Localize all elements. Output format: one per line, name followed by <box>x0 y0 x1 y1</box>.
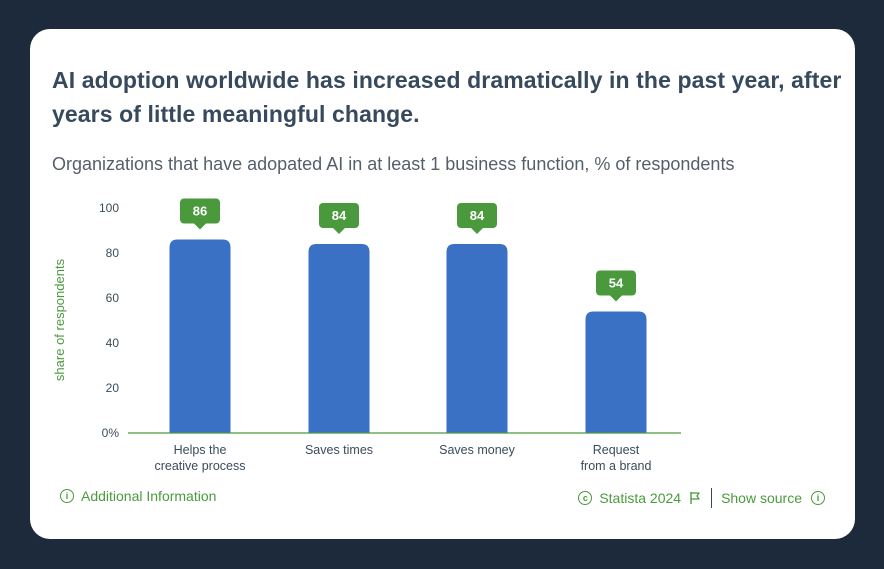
bar-chart: share of respondents 0% 20 40 60 80 100 86 Helps… <box>52 198 681 473</box>
footer-source-bar: c Statista 2024 Show source i <box>578 488 825 508</box>
y-tick-label: 80 <box>106 246 120 260</box>
x-tick-label: Saves money <box>439 443 515 457</box>
x-tick-label: Saves times <box>305 443 373 457</box>
data-label: 84 <box>470 208 485 223</box>
copyright-icon: c <box>578 491 593 505</box>
bar <box>446 244 508 433</box>
info-icon: i <box>811 491 825 505</box>
info-icon: i <box>60 489 74 503</box>
x-tick-label: from a brand <box>581 459 652 473</box>
y-tick-label: 40 <box>106 336 120 350</box>
data-label-pointer <box>194 223 206 230</box>
show-source-label: Show source <box>721 490 802 506</box>
chart-title: AI adoption worldwide has increased dram… <box>52 67 842 127</box>
data-label-bubble <box>319 203 359 228</box>
y-axis-label: share of respondents <box>52 258 67 381</box>
y-tick-label: 20 <box>106 381 120 395</box>
additional-information-link[interactable]: i Additional Information <box>60 488 216 504</box>
show-source-link[interactable]: Show source i <box>721 490 825 506</box>
data-label: 54 <box>609 276 624 291</box>
data-label: 84 <box>332 208 347 223</box>
y-tick-label: 60 <box>106 291 120 305</box>
data-label-pointer <box>471 228 483 234</box>
data-label-bubble <box>180 198 220 224</box>
data-label-bubble <box>596 270 636 296</box>
data-label: 86 <box>193 204 207 219</box>
copyright-label: Statista 2024 <box>599 490 682 506</box>
y-tick-label: 0% <box>102 426 120 440</box>
data-label-pointer <box>333 228 345 234</box>
data-label-bubble <box>457 203 497 228</box>
bar <box>308 244 370 433</box>
chart-subtitle: Organizations that have adopated AI in a… <box>52 154 735 174</box>
chart-card: AI adoption worldwide has increased dram… <box>30 29 855 539</box>
x-tick-label: creative process <box>154 459 245 473</box>
flag-icon[interactable] <box>689 491 701 505</box>
bar <box>169 239 231 433</box>
data-label-pointer <box>610 295 622 302</box>
footer-divider <box>711 488 713 508</box>
bar <box>585 311 647 433</box>
x-tick-label: Request <box>593 443 640 457</box>
additional-information-label: Additional Information <box>81 488 217 504</box>
y-tick-label: 100 <box>99 201 119 215</box>
x-tick-label: Helps the <box>174 443 227 457</box>
